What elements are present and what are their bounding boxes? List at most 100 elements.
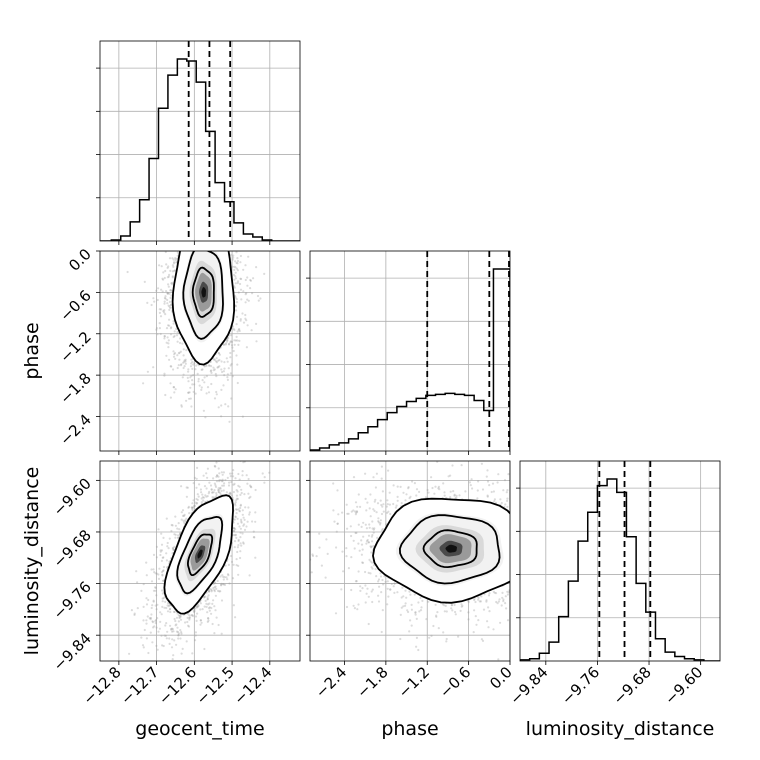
sample-point <box>174 217 176 219</box>
sample-point <box>367 622 370 626</box>
sample-point <box>538 552 540 554</box>
sample-point <box>217 228 219 230</box>
sample-point <box>173 610 176 614</box>
sample-point <box>232 529 235 533</box>
sample-point <box>177 620 180 623</box>
sample-point <box>241 474 244 477</box>
sample-point <box>175 229 177 231</box>
sample-point <box>227 439 229 441</box>
sample-point <box>197 192 199 194</box>
sample-point <box>234 304 237 307</box>
sample-point <box>234 516 237 519</box>
sample-point <box>169 624 172 627</box>
sample-point <box>248 513 251 516</box>
sample-point <box>213 248 215 250</box>
sample-point <box>559 553 561 555</box>
sample-point <box>247 477 250 481</box>
sample-point <box>238 478 241 481</box>
sample-point <box>168 324 171 327</box>
sample-point <box>150 613 153 616</box>
sample-point <box>202 409 205 412</box>
sample-point <box>218 238 220 240</box>
sample-point <box>202 499 205 502</box>
sample-point <box>201 236 203 238</box>
sample-point <box>187 217 189 219</box>
sample-point <box>167 304 170 307</box>
sample-point <box>146 615 149 618</box>
sample-point <box>145 574 148 577</box>
sample-point <box>211 242 213 244</box>
sample-point <box>180 229 182 231</box>
sample-point <box>199 220 201 222</box>
sample-point <box>174 524 177 527</box>
sample-point <box>203 222 205 224</box>
sample-point <box>400 606 403 609</box>
sample-point <box>208 590 211 593</box>
sample-point <box>215 234 217 236</box>
sample-point <box>186 616 189 620</box>
sample-point <box>198 249 200 251</box>
sample-point <box>461 604 464 607</box>
sample-point <box>168 604 171 607</box>
sample-point <box>154 572 157 575</box>
sample-point <box>180 405 183 408</box>
sample-point <box>165 517 168 520</box>
sample-point <box>170 523 173 527</box>
sample-point <box>180 229 182 231</box>
sample-point <box>156 248 158 250</box>
sample-point <box>156 603 159 606</box>
sample-point <box>173 639 176 642</box>
sample-point <box>213 358 216 361</box>
sample-point <box>415 617 418 621</box>
sample-point <box>234 231 236 233</box>
contour-line <box>186 533 214 576</box>
sample-point <box>246 284 249 287</box>
sample-point <box>191 360 194 364</box>
sample-point <box>221 214 223 216</box>
sample-point <box>392 585 395 588</box>
sample-point <box>158 264 161 267</box>
sample-point <box>184 519 187 522</box>
sample-point <box>152 600 155 603</box>
sample-point <box>173 269 176 272</box>
sample-point <box>233 343 236 346</box>
sample-point <box>179 629 182 632</box>
sample-point <box>247 299 250 302</box>
panel-0-0 <box>100 41 300 241</box>
sample-point <box>224 343 227 346</box>
sample-point <box>179 223 181 225</box>
sample-point <box>165 354 168 357</box>
sample-point <box>254 520 257 523</box>
sample-point <box>176 366 179 370</box>
sample-point <box>215 480 219 483</box>
sample-point <box>232 475 235 478</box>
panel-frame <box>99 40 301 242</box>
sample-point <box>203 227 205 229</box>
sample-point <box>221 478 224 481</box>
sample-point <box>175 630 179 633</box>
sample-point <box>164 313 167 316</box>
sample-point <box>184 225 186 227</box>
sample-point <box>230 560 234 564</box>
sample-point <box>203 249 205 251</box>
sample-point <box>169 249 171 251</box>
sample-point <box>249 287 252 290</box>
sample-point <box>212 599 215 602</box>
sample-point <box>186 620 189 624</box>
sample-point <box>230 248 232 250</box>
sample-point <box>191 367 194 370</box>
sample-point <box>229 492 232 495</box>
sample-point <box>192 235 194 237</box>
sample-point <box>161 597 164 600</box>
sample-point <box>187 391 190 394</box>
sample-point <box>203 225 205 227</box>
sample-point <box>178 234 180 236</box>
sample-point <box>195 486 198 489</box>
density-level <box>201 287 206 298</box>
sample-point <box>528 556 530 558</box>
sample-point <box>171 270 174 273</box>
sample-point <box>219 479 222 482</box>
sample-point <box>192 609 195 612</box>
sample-point <box>175 643 178 646</box>
sample-point <box>173 353 176 356</box>
